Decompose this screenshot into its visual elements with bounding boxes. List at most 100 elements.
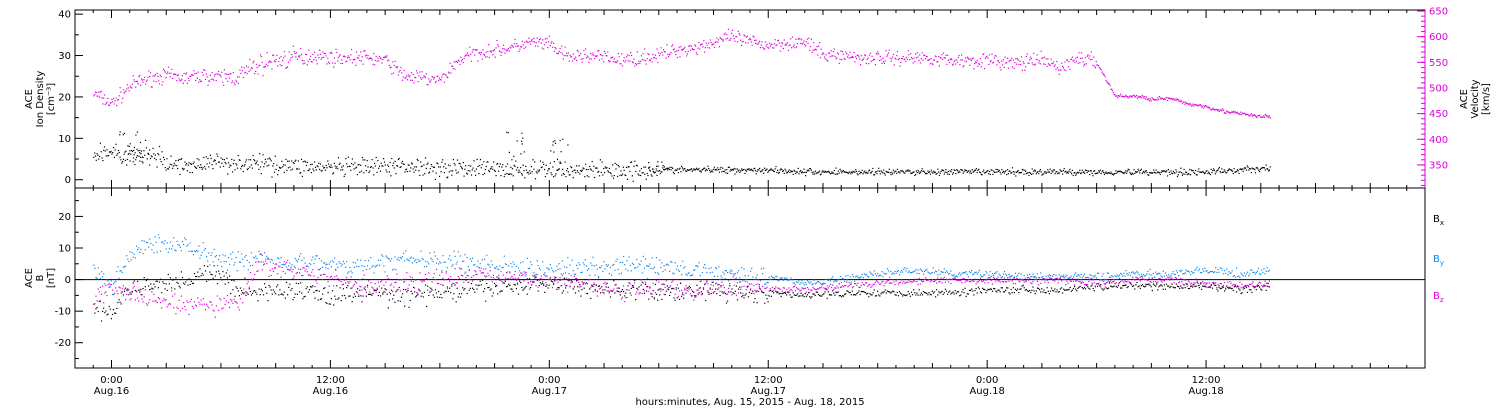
velocity-point (287, 61, 289, 63)
Bx-point (1055, 291, 1057, 293)
density-point (149, 157, 152, 160)
velocity-point (243, 67, 245, 69)
velocity-point (477, 60, 479, 62)
By-point (675, 268, 677, 270)
By-point (454, 255, 456, 257)
By-point (556, 265, 558, 267)
density-point (351, 162, 353, 165)
Bx-point (994, 288, 996, 290)
density-point (322, 165, 324, 167)
velocity-point (503, 48, 505, 50)
velocity-point (1154, 99, 1156, 101)
density-point (1126, 172, 1128, 174)
density-point (860, 171, 862, 173)
By-point (569, 264, 571, 266)
By-point (289, 262, 291, 264)
velocity-point (382, 58, 384, 61)
velocity-point (342, 55, 344, 57)
velocity-point (442, 74, 444, 76)
density-point (425, 167, 427, 169)
density-point (854, 171, 856, 173)
velocity-point (202, 74, 204, 76)
velocity-point (980, 66, 982, 68)
Bx-point (1228, 287, 1230, 289)
velocity-point (155, 81, 157, 83)
density-point (175, 160, 177, 162)
velocity-point (507, 48, 509, 50)
Bx-point (907, 290, 909, 293)
density-point (552, 144, 554, 146)
density-point (695, 169, 697, 171)
velocity-point (947, 59, 949, 61)
density-point (656, 174, 658, 176)
Bx-point (920, 292, 922, 294)
By-point (677, 269, 679, 271)
velocity-point (1026, 53, 1028, 55)
velocity-point (619, 63, 621, 65)
Bx-point (1204, 285, 1206, 287)
By-point (528, 267, 531, 269)
velocity-point (807, 42, 809, 44)
By-point (949, 273, 951, 275)
By-point (274, 263, 277, 265)
velocity-point (1225, 112, 1227, 114)
By-point (302, 267, 304, 269)
Bx-point (1197, 285, 1199, 287)
By-point (967, 276, 969, 278)
By-point (334, 257, 336, 259)
velocity-point (894, 57, 896, 59)
By-point (847, 274, 849, 276)
density-point (459, 163, 461, 165)
velocity-point (614, 61, 616, 63)
velocity-point (698, 42, 700, 44)
density-point (627, 166, 629, 168)
density-point (1211, 172, 1213, 174)
velocity-point (687, 50, 689, 52)
velocity-point (445, 74, 447, 76)
velocity-point (695, 52, 697, 54)
density-point (694, 169, 696, 171)
density-point (1240, 168, 1242, 170)
velocity-point (348, 56, 350, 58)
density-point (1089, 174, 1091, 176)
density-point (1203, 172, 1205, 174)
velocity-point (720, 37, 722, 40)
Bx-point (514, 284, 516, 286)
velocity-point (1143, 97, 1145, 99)
density-point (450, 170, 452, 172)
velocity-point (482, 49, 484, 51)
velocity-point (732, 35, 734, 37)
density-point (432, 170, 434, 172)
density-point (687, 169, 689, 171)
density-point (1194, 172, 1196, 175)
By-point (196, 249, 198, 251)
velocity-point (709, 39, 711, 41)
Bx-point (1101, 288, 1103, 290)
density-point (648, 166, 650, 168)
By-point (264, 252, 266, 254)
Bx-point (462, 287, 464, 289)
density-point (400, 166, 402, 168)
velocity-point (795, 38, 797, 40)
By-point (578, 262, 580, 264)
density-point (1140, 168, 1142, 170)
density-point (1224, 170, 1226, 172)
Bx-point (1246, 291, 1249, 293)
density-point (1080, 172, 1082, 175)
Bx-point (171, 287, 173, 289)
Bx-point (1035, 290, 1037, 292)
velocity-point (335, 48, 337, 50)
Bx-point (234, 295, 236, 297)
velocity-point (1052, 61, 1055, 63)
velocity-point (839, 58, 841, 61)
velocity-point (474, 54, 476, 56)
velocity-point (564, 46, 566, 48)
By-point (1023, 274, 1025, 277)
Bx-point (443, 292, 445, 294)
By-point (246, 259, 248, 262)
velocity-point (658, 55, 661, 57)
velocity-point (823, 53, 825, 55)
density-point (466, 172, 468, 174)
velocity-point (177, 75, 179, 77)
Bx-point (336, 285, 338, 287)
